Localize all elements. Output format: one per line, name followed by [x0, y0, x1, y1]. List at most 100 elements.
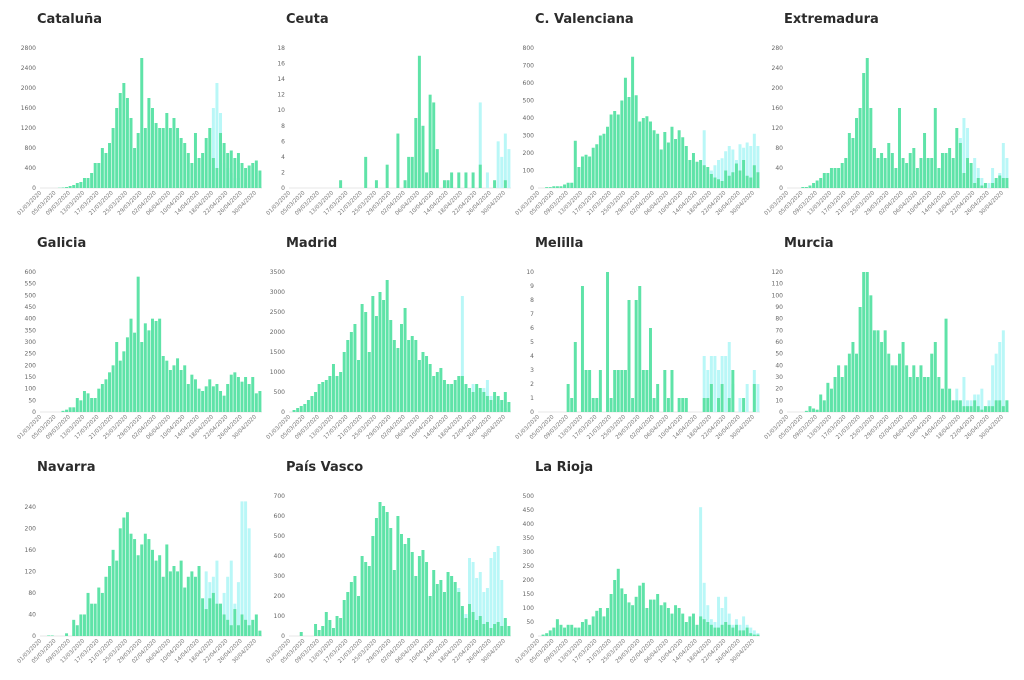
- y-tick-label: 80: [775, 145, 783, 152]
- confirmed-bar: [133, 148, 136, 188]
- confirmed-bar: [919, 158, 922, 188]
- confirmed-bar: [357, 360, 360, 412]
- confirmed-bar: [973, 183, 976, 188]
- y-tick-label: 600: [523, 80, 535, 87]
- confirmed-bar: [966, 406, 969, 412]
- y-tick-label: 1000: [270, 369, 285, 376]
- y-tick-label: 10: [775, 397, 783, 404]
- confirmed-bar: [386, 280, 389, 412]
- confirmed-bar: [649, 600, 652, 636]
- confirmed-bar: [966, 158, 969, 188]
- confirmed-bar: [314, 392, 317, 412]
- confirmed-bar: [104, 577, 107, 636]
- confirmed-bar: [681, 614, 684, 636]
- confirmed-bar: [620, 588, 623, 636]
- chart-svg: 05010015020025030035040045050055060001/0…: [10, 236, 255, 456]
- confirmed-bar: [1005, 400, 1008, 412]
- confirmed-bar: [364, 312, 367, 412]
- confirmed-bar: [490, 628, 493, 636]
- confirmed-bar: [656, 134, 659, 188]
- confirmed-bar: [122, 518, 125, 636]
- confirmed-bar: [834, 377, 837, 412]
- pending-bar: [486, 172, 489, 188]
- confirmed-bar: [187, 384, 190, 412]
- y-tick-label: 100: [523, 168, 535, 175]
- confirmed-bar: [830, 389, 833, 412]
- pending-bar: [739, 398, 742, 412]
- confirmed-bar: [570, 398, 573, 412]
- confirmed-bar: [638, 586, 641, 636]
- confirmed-bar: [418, 360, 421, 412]
- y-tick-label: 1200: [21, 125, 36, 132]
- confirmed-bar: [808, 406, 811, 412]
- y-tick-label: 0: [779, 409, 783, 416]
- confirmed-bar: [670, 127, 673, 188]
- y-tick-label: 300: [25, 339, 37, 346]
- y-tick-label: 10: [277, 107, 285, 114]
- confirmed-bar: [959, 400, 962, 412]
- confirmed-bar: [567, 625, 570, 636]
- y-tick-label: 450: [25, 304, 37, 311]
- chart-svg: 010020030040050060070080001/03/202005/03…: [508, 12, 753, 232]
- confirmed-bar: [255, 161, 258, 189]
- y-tick-label: 200: [523, 150, 535, 157]
- confirmed-bar: [190, 571, 193, 636]
- confirmed-bar: [602, 134, 605, 188]
- confirmed-bar: [808, 186, 811, 189]
- confirmed-bar: [948, 389, 951, 412]
- pending-bar: [988, 183, 991, 188]
- confirmed-bar: [198, 158, 201, 188]
- confirmed-bar: [293, 410, 296, 412]
- confirmed-bar: [414, 340, 417, 412]
- confirmed-bar: [162, 128, 165, 188]
- confirmed-bar: [119, 361, 122, 412]
- confirmed-bar: [411, 157, 414, 188]
- confirmed-bar: [386, 512, 389, 636]
- confirmed-bar: [375, 316, 378, 412]
- confirmed-bar: [713, 628, 716, 636]
- confirmed-bar: [443, 592, 446, 636]
- confirmed-bar: [94, 163, 97, 188]
- confirmed-bar: [94, 398, 97, 412]
- confirmed-bar: [731, 370, 734, 412]
- confirmed-bar: [667, 608, 670, 636]
- y-tick-label: 280: [772, 45, 784, 52]
- confirmed-bar: [606, 127, 609, 188]
- confirmed-bar: [699, 616, 702, 636]
- confirmed-bar: [937, 377, 940, 412]
- confirmed-bar: [432, 102, 435, 188]
- confirmed-bar: [595, 398, 598, 412]
- confirmed-bar: [855, 354, 858, 412]
- confirmed-bar: [830, 168, 833, 188]
- confirmed-bar: [219, 391, 222, 412]
- confirmed-bar: [1002, 406, 1005, 412]
- confirmed-bar: [945, 319, 948, 412]
- y-tick-label: 2: [281, 169, 285, 176]
- confirmed-bar: [628, 602, 631, 636]
- y-tick-label: 80: [28, 590, 36, 597]
- confirmed-bar: [83, 178, 86, 188]
- confirmed-bar: [241, 614, 244, 636]
- confirmed-bar: [887, 354, 890, 412]
- confirmed-bar: [144, 534, 147, 636]
- confirmed-bar: [147, 98, 150, 188]
- confirmed-bar: [728, 625, 731, 636]
- chart-svg: 0408012016020024028001/03/202005/03/2020…: [757, 12, 1002, 232]
- confirmed-bar: [180, 370, 183, 412]
- y-tick-label: 0: [32, 185, 36, 192]
- confirmed-bar: [443, 380, 446, 412]
- confirmed-bar: [681, 137, 684, 188]
- y-tick-label: 500: [25, 292, 37, 299]
- confirmed-bar: [588, 370, 591, 412]
- confirmed-bar: [552, 186, 555, 188]
- confirmed-bar: [115, 342, 118, 412]
- confirmed-bar: [187, 577, 190, 636]
- confirmed-bar: [721, 384, 724, 412]
- confirmed-bar: [952, 400, 955, 412]
- confirmed-bar: [119, 528, 122, 636]
- confirmed-bar: [894, 168, 897, 188]
- y-tick-label: 14: [277, 76, 285, 83]
- confirmed-bar: [65, 410, 68, 412]
- confirmed-bar: [588, 625, 591, 636]
